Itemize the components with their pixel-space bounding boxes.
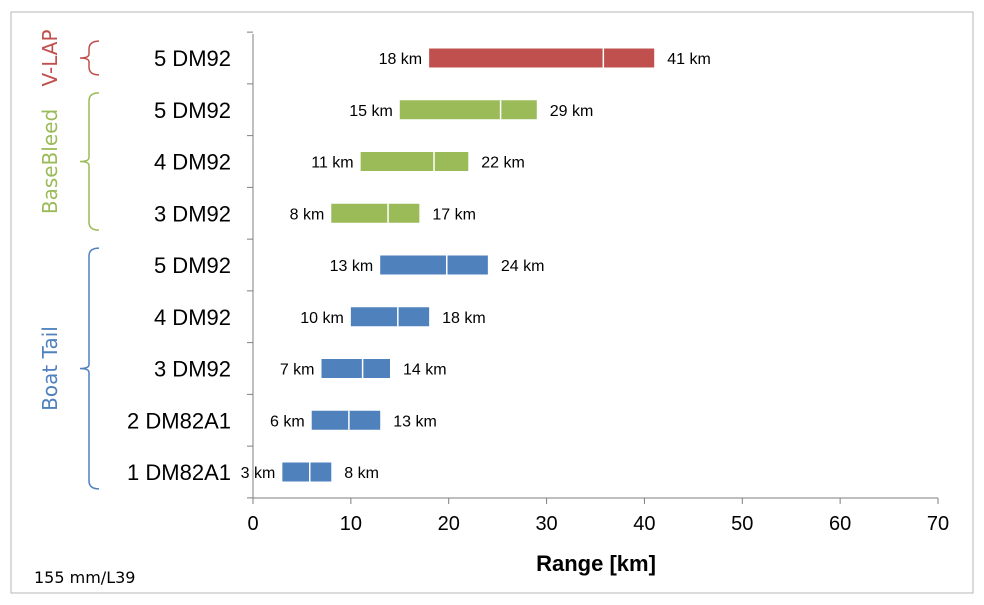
range-bar — [360, 152, 469, 171]
category-label: 5 DM92 — [154, 253, 231, 278]
range-bar — [380, 255, 488, 275]
x-tick-label: 60 — [829, 513, 851, 535]
group-label: Boat Tail — [38, 326, 62, 411]
bar-min-label: 10 km — [300, 310, 344, 327]
bar-max-label: 22 km — [481, 155, 525, 172]
x-axis: 0 10 20 30 40 50 60 70 — [247, 31, 949, 535]
range-bar — [311, 410, 381, 430]
bar-max-label: 17 km — [432, 206, 476, 223]
group-label: V-LAP — [38, 29, 62, 86]
range-bar — [429, 48, 655, 68]
bar-min-label: 8 km — [290, 206, 325, 223]
x-tick-label: 0 — [247, 513, 258, 535]
group-bracket — [79, 247, 100, 490]
bar-max-label: 41 km — [667, 51, 711, 68]
bar-min-label: 7 km — [280, 362, 315, 379]
x-tick-label: 30 — [535, 513, 557, 535]
x-tick-label: 20 — [438, 513, 460, 535]
range-bar — [282, 462, 332, 482]
bar-min-label: 13 km — [330, 258, 374, 275]
bar-max-label: 13 km — [393, 413, 437, 430]
range-bar — [399, 100, 537, 120]
category-labels: 5 DM92 5 DM92 4 DM92 3 DM92 5 DM92 4 DM92 3 DM… — [127, 46, 231, 485]
bar-min-label: 15 km — [349, 103, 393, 120]
category-label: 5 DM92 — [154, 46, 231, 71]
bar-max-label: 24 km — [501, 258, 545, 275]
category-label: 3 DM92 — [154, 201, 231, 226]
bar-min-label: 18 km — [379, 51, 423, 68]
category-label: 4 DM92 — [154, 305, 231, 330]
category-label: 2 DM82A1 — [127, 408, 231, 433]
group-brackets: V-LAP BaseBleed Boat Tail — [38, 29, 100, 490]
x-tick-label: 70 — [927, 513, 949, 535]
x-tick-label: 10 — [340, 513, 362, 535]
range-bar — [321, 359, 390, 378]
footnote: 155 mm/L39 — [34, 568, 135, 587]
bar-max-label: 18 km — [442, 310, 486, 327]
bar-min-label: 3 km — [241, 465, 276, 482]
x-axis-title: Range [km] — [536, 551, 656, 576]
category-label: 1 DM82A1 — [127, 460, 231, 485]
bar-max-label: 8 km — [344, 465, 379, 482]
group-bracket — [79, 40, 100, 76]
bar-min-label: 11 km — [311, 155, 353, 172]
bar-max-label: 29 km — [550, 103, 594, 120]
group-label: BaseBleed — [38, 109, 62, 214]
range-bar — [350, 307, 430, 327]
range-bar — [331, 203, 420, 223]
category-label: 3 DM92 — [154, 357, 231, 382]
category-label: 4 DM92 — [154, 150, 231, 175]
x-tick-label: 50 — [731, 513, 753, 535]
group-bracket — [79, 92, 100, 231]
bar-max-label: 14 km — [403, 362, 447, 379]
range-bars: 18 km 41 km 15 km 29 km 11 km 22 km 8 km 17 km 1… — [241, 48, 711, 482]
category-label: 5 DM92 — [154, 98, 231, 123]
bar-min-label: 6 km — [270, 413, 305, 430]
x-tick-label: 40 — [633, 513, 655, 535]
